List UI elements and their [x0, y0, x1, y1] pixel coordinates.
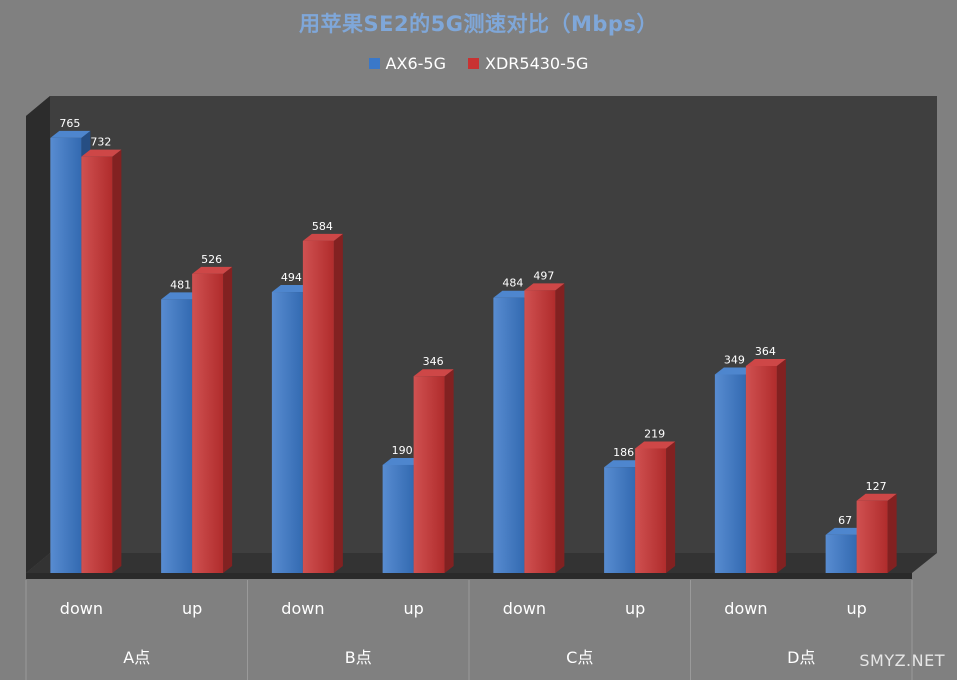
bar-front — [413, 376, 445, 573]
data-label: 349 — [724, 354, 745, 367]
bar-top — [382, 457, 423, 465]
bar-top — [524, 283, 565, 291]
bar-front — [825, 534, 857, 573]
data-label: 219 — [644, 427, 665, 440]
bar-side — [555, 283, 565, 573]
legend-item-series-2: XDR5430-5G — [467, 54, 589, 73]
bar-2-0 — [81, 149, 122, 574]
bar-front — [161, 299, 193, 573]
bar-top — [825, 527, 866, 535]
bar-top — [50, 130, 91, 138]
data-label: 127 — [866, 480, 887, 493]
bar-2-6 — [745, 358, 786, 573]
bar-top — [302, 233, 343, 241]
bar-top — [161, 292, 202, 300]
bar-front — [856, 500, 888, 573]
category-tick-label: down — [724, 599, 767, 618]
bar-side — [887, 493, 897, 573]
bar-side — [333, 233, 343, 573]
data-label: 526 — [201, 253, 222, 266]
group-label: D点 — [787, 648, 815, 667]
bar-2-7 — [856, 493, 897, 573]
bar-top — [413, 369, 454, 377]
bar-front — [493, 297, 525, 573]
data-label: 732 — [90, 136, 111, 149]
data-label: 497 — [533, 269, 554, 282]
bar-top — [635, 441, 676, 449]
bar-2-1 — [192, 266, 233, 573]
category-tick-label: down — [60, 599, 103, 618]
data-label: 186 — [613, 446, 634, 459]
bar-top — [271, 285, 312, 293]
bar-top — [856, 493, 897, 501]
bar-front — [382, 464, 414, 573]
chart-floor — [26, 553, 937, 573]
bar-front — [714, 374, 746, 573]
bar-front — [302, 240, 334, 573]
data-label: 484 — [502, 277, 523, 290]
legend-item-series-1: AX6-5G — [368, 54, 446, 73]
chart-back-wall — [26, 96, 937, 573]
bar-front — [271, 292, 303, 573]
bar-top — [604, 460, 645, 468]
bar-2-2 — [302, 233, 343, 573]
bar-front — [604, 467, 636, 573]
bar-front — [635, 448, 667, 573]
bar-2-3 — [413, 369, 454, 573]
bar-2-5 — [635, 441, 676, 573]
bar-front — [524, 290, 556, 573]
group-label: C点 — [566, 648, 593, 667]
legend-label-series-2: XDR5430-5G — [484, 54, 589, 73]
chart-side-wall — [26, 96, 50, 573]
data-label: 765 — [59, 117, 80, 130]
bar-front — [192, 273, 224, 573]
bar-side — [223, 266, 233, 573]
bar-front — [50, 137, 82, 573]
data-label: 481 — [170, 278, 191, 291]
legend-swatch-series-2 — [467, 58, 479, 69]
bar-side — [776, 358, 786, 573]
bar-top — [81, 149, 122, 157]
bar-top — [745, 358, 786, 366]
data-label: 494 — [281, 271, 302, 284]
group-label: B点 — [345, 648, 372, 667]
chart-title: 用苹果SE2的5G测速对比（Mbps） — [299, 12, 658, 36]
data-label: 67 — [838, 514, 852, 527]
bar-front — [81, 156, 113, 574]
bar-top — [714, 367, 755, 375]
group-label: A点 — [123, 648, 150, 667]
bar-side — [444, 369, 454, 573]
chart-floor-edge — [26, 573, 912, 579]
bar-side — [112, 149, 122, 574]
bar-side — [666, 441, 676, 573]
chart-legend: AX6-5G XDR5430-5G — [0, 54, 957, 73]
category-tick-label: down — [281, 599, 324, 618]
data-label: 346 — [423, 355, 444, 368]
category-tick-label: up — [403, 599, 423, 618]
data-label: 364 — [755, 345, 776, 358]
bar-top — [192, 266, 233, 274]
category-tick-label: up — [846, 599, 866, 618]
watermark: SMYZ.NET — [859, 651, 945, 670]
category-tick-label: up — [182, 599, 202, 618]
bar-2-4 — [524, 283, 565, 573]
category-tick-label: up — [625, 599, 645, 618]
category-tick-label: down — [503, 599, 546, 618]
bar-top — [493, 290, 534, 298]
data-label: 584 — [312, 220, 333, 233]
bar-front — [745, 365, 777, 573]
legend-label-series-1: AX6-5G — [385, 54, 446, 73]
data-label: 190 — [392, 444, 413, 457]
legend-swatch-series-1 — [368, 58, 380, 69]
